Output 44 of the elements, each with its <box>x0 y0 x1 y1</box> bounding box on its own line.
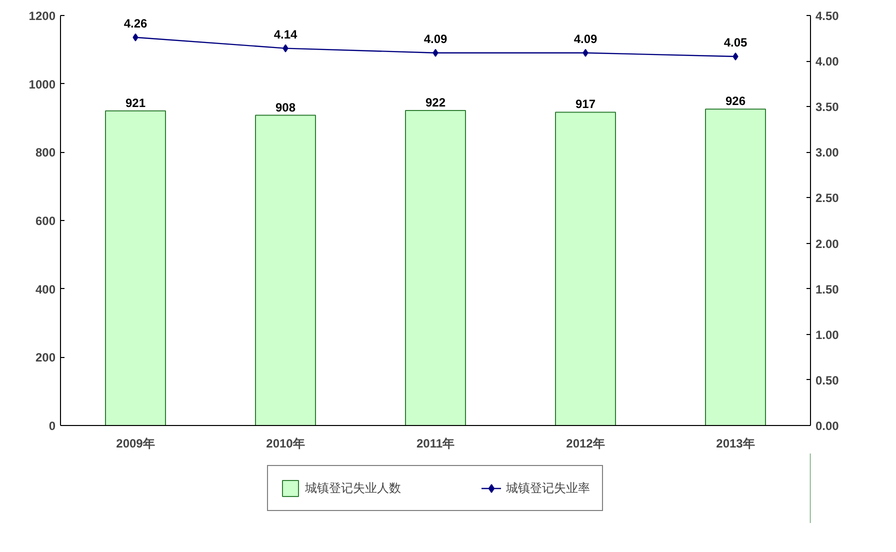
x-tick-label: 2013年 <box>716 436 755 450</box>
bar <box>105 110 166 426</box>
data-label: 4.14 <box>274 27 298 42</box>
data-label: 4.05 <box>724 36 748 50</box>
bar <box>705 108 766 426</box>
y2-tick-label: 3.50 <box>816 100 840 114</box>
bar <box>405 110 466 426</box>
point <box>582 48 588 57</box>
x-tick-label: 2009年 <box>116 436 155 450</box>
y-tick-label: 1200 <box>28 9 56 23</box>
data-label: 4.09 <box>574 32 598 46</box>
y2-tick-label: 1.00 <box>816 328 840 342</box>
point <box>732 52 738 60</box>
data-label: 921 <box>125 96 146 110</box>
data-label: 4.26 <box>124 16 148 30</box>
y2-tick-label: 4.00 <box>816 54 840 69</box>
bar <box>255 114 316 426</box>
y-tick-label: 600 <box>35 214 56 228</box>
data-label: 908 <box>275 100 296 114</box>
x-tick-label: 2011年 <box>416 436 455 450</box>
y-tick-label: 400 <box>35 282 56 296</box>
y2-tick-label: 0.50 <box>816 373 840 388</box>
legend-label: 城镇登记失业人数 <box>305 480 401 496</box>
y2-tick-label: 1.50 <box>816 282 840 296</box>
point <box>432 48 438 57</box>
y2-tick-label: 2.00 <box>816 236 840 251</box>
y-tick-label: 0 <box>48 419 56 433</box>
y-tick-label: 1000 <box>28 77 56 92</box>
data-label: 917 <box>575 97 596 112</box>
x-tick-label: 2012年 <box>566 436 605 450</box>
y2-tick-label: 3.00 <box>816 146 840 160</box>
y2-tick-label: 0.00 <box>816 419 840 433</box>
y-tick-label: 200 <box>35 350 56 365</box>
y2-tick-label: 2.50 <box>816 191 840 206</box>
data-label: 926 <box>725 94 746 108</box>
y2-tick-label: 4.50 <box>816 9 840 23</box>
legend-label: 城镇登记失业率 <box>506 480 590 496</box>
point <box>282 44 288 52</box>
point <box>132 33 138 42</box>
data-label: 4.09 <box>424 32 448 46</box>
y-tick-label: 800 <box>35 146 56 160</box>
x-tick-label: 2010年 <box>266 436 305 450</box>
data-label: 922 <box>425 95 446 110</box>
bar <box>555 112 616 426</box>
